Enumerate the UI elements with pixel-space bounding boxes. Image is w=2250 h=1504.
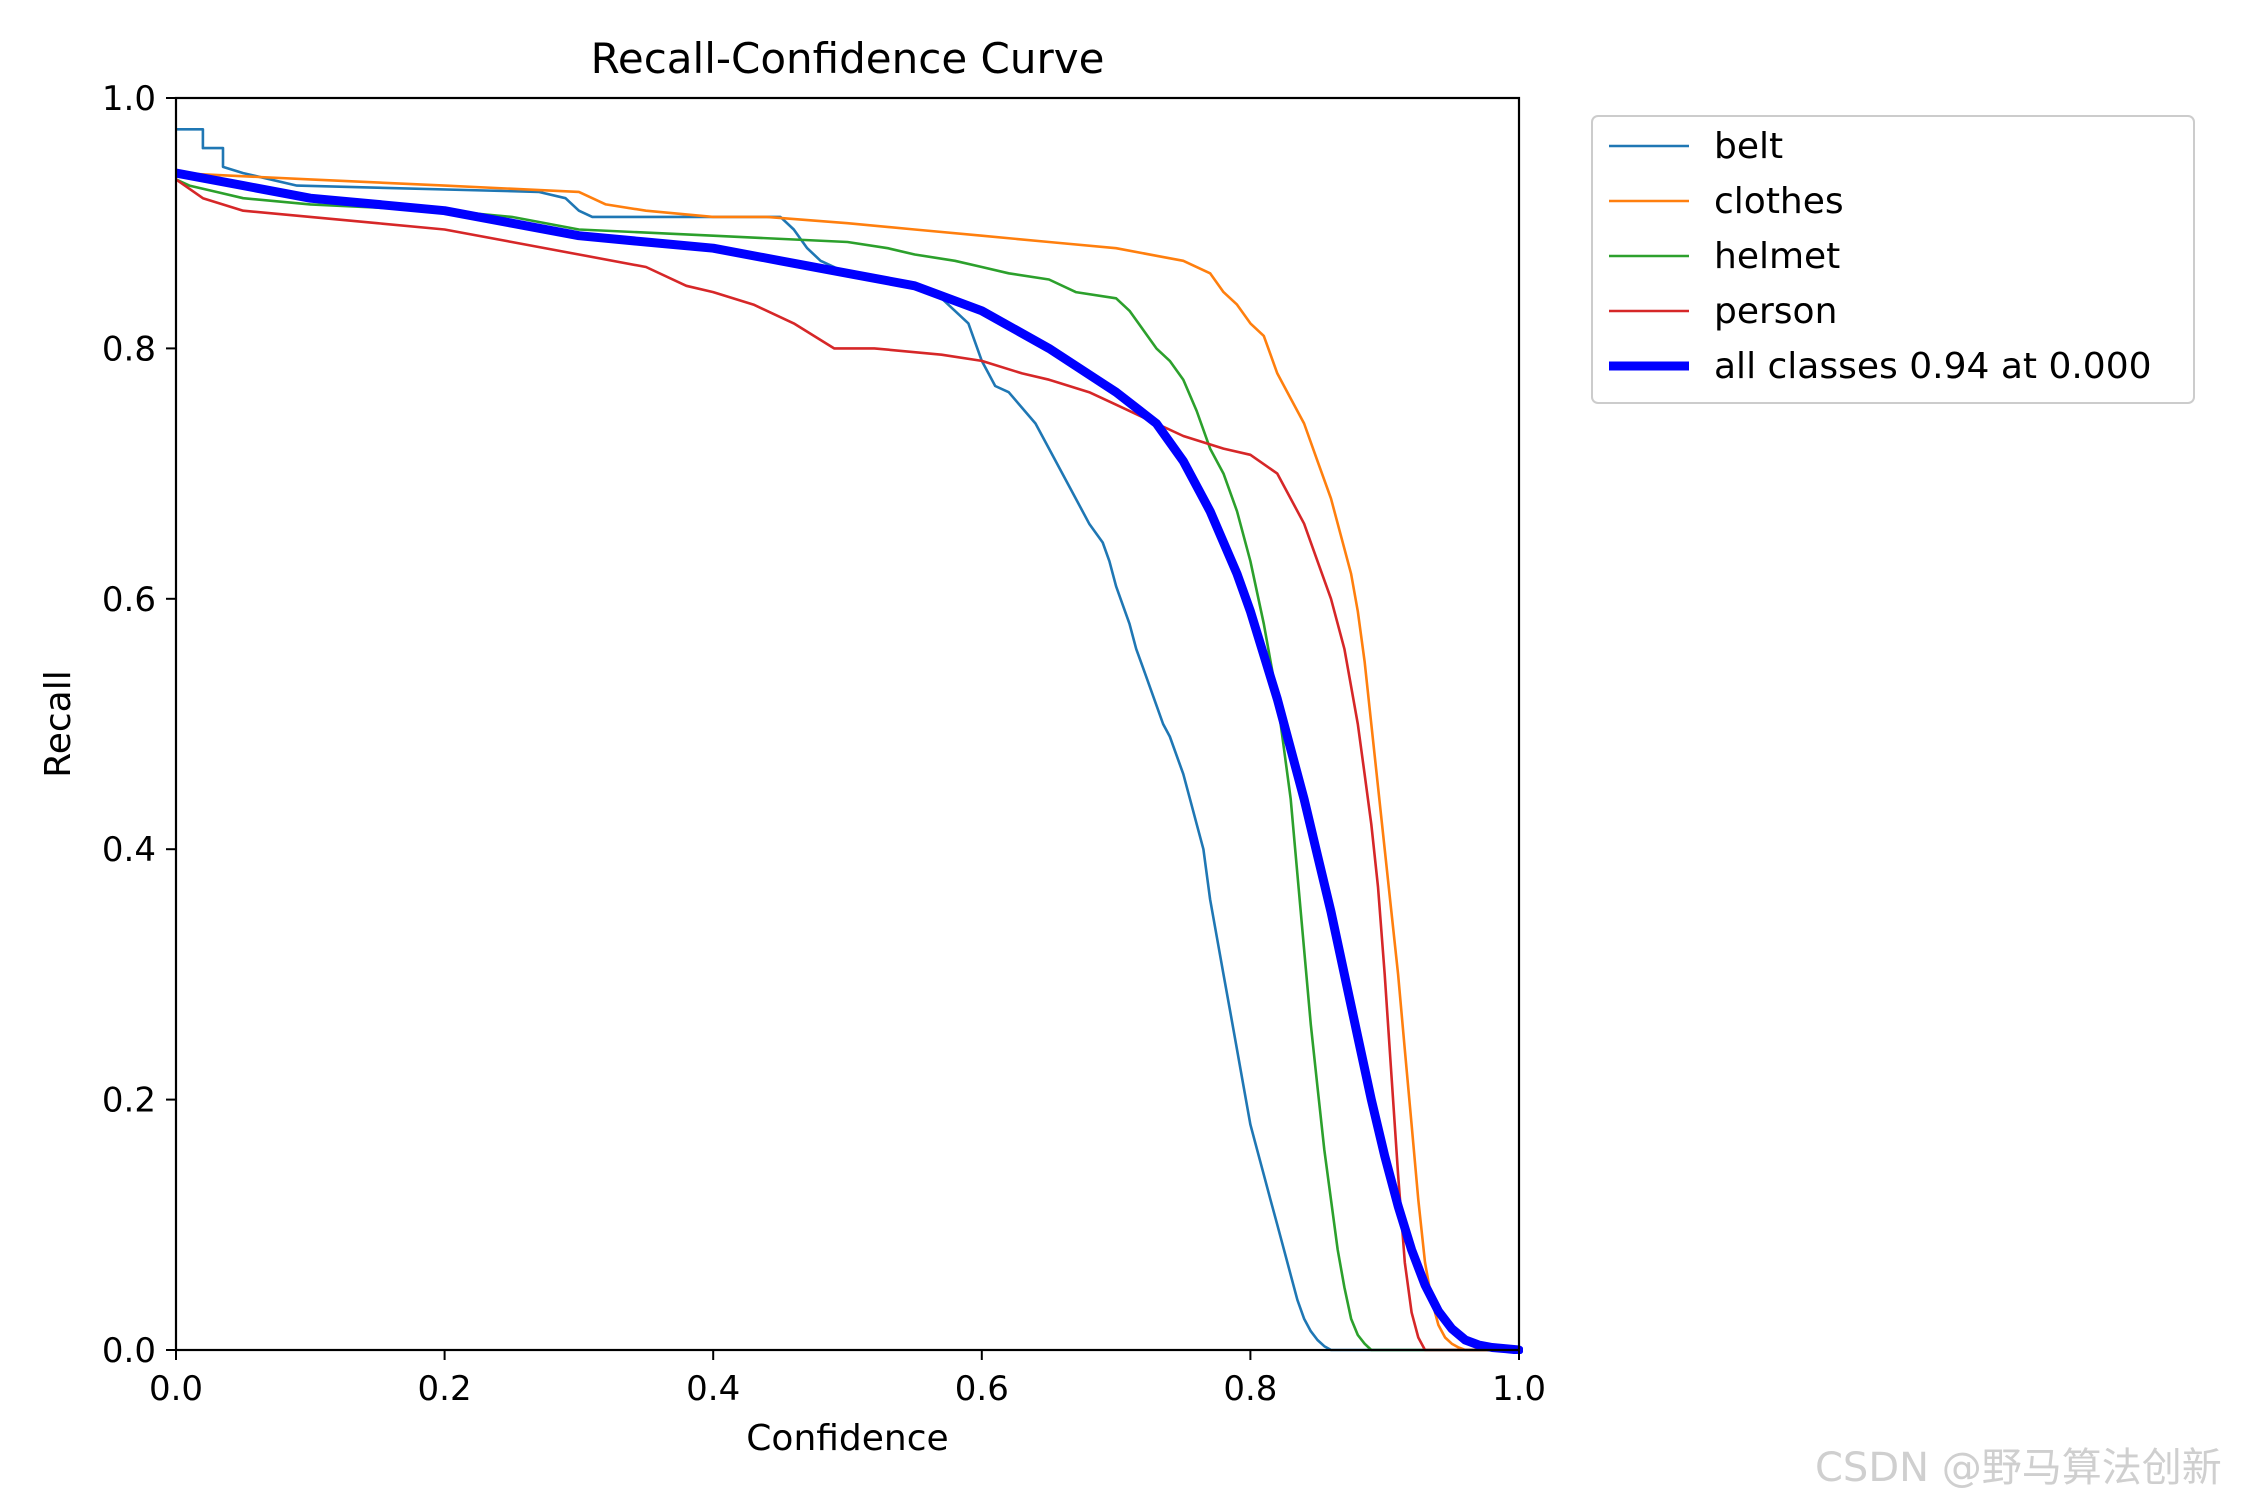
series-line-belt bbox=[176, 128, 1521, 1352]
series-line-helmet bbox=[176, 178, 1521, 1352]
y-tick-label: 0.6 bbox=[102, 580, 156, 620]
x-tick-label: 0.6 bbox=[955, 1369, 1009, 1409]
y-tick-label: 0.4 bbox=[102, 830, 156, 870]
legend-label-person: person bbox=[1714, 291, 1837, 332]
x-tick-label: 0.8 bbox=[1223, 1369, 1277, 1409]
x-axis-label: Confidence bbox=[746, 1418, 948, 1459]
legend-label-belt: belt bbox=[1714, 126, 1783, 167]
y-tick-label: 0.2 bbox=[102, 1081, 156, 1121]
plot-frame bbox=[174, 96, 1521, 1352]
y-tick-label: 0.8 bbox=[102, 329, 156, 369]
series-line-all bbox=[176, 168, 1523, 1354]
series-line-clothes bbox=[176, 171, 1521, 1352]
y-tick-label: 1.0 bbox=[102, 79, 156, 119]
legend-label-clothes: clothes bbox=[1714, 181, 1844, 222]
x-tick-label: 1.0 bbox=[1492, 1369, 1546, 1409]
x-tick-label: 0.2 bbox=[418, 1369, 472, 1409]
x-tick-label: 0.4 bbox=[686, 1369, 740, 1409]
watermark-text: CSDN @野马算法创新 bbox=[1815, 1445, 2222, 1491]
legend-box bbox=[1591, 115, 2195, 404]
legend-label-all: all classes 0.94 at 0.000 bbox=[1714, 346, 2152, 387]
y-tick-label: 0.0 bbox=[102, 1331, 156, 1371]
legend-label-helmet: helmet bbox=[1714, 236, 1840, 277]
chart-title: Recall-Confidence Curve bbox=[591, 34, 1105, 83]
y-axis-label: Recall bbox=[38, 670, 79, 777]
x-tick-label: 0.0 bbox=[149, 1369, 203, 1409]
